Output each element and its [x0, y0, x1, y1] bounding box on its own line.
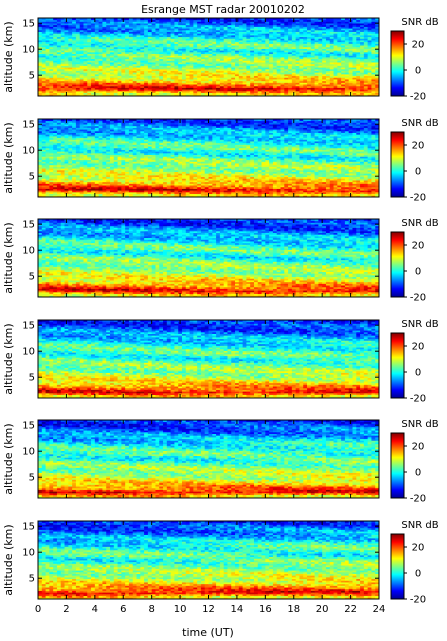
colorbar: [391, 31, 404, 96]
y-tick-label: 5: [29, 71, 35, 82]
y-tick-label: 10: [22, 45, 35, 56]
colorbar-label: SNR dB: [401, 17, 438, 28]
snr-heatmap: [38, 18, 379, 96]
colorbar-tick-label: 0: [415, 66, 421, 77]
y-axis-label: altitude (km): [2, 21, 15, 92]
y-tick-label: 15: [22, 19, 35, 30]
radar-panel-1: 5 10 15 altitude (km) SNR dB -20 0 20: [2, 17, 439, 103]
chart-title: Esrange MST radar 20010202: [141, 3, 305, 16]
colorbar-tick-label: 20: [412, 40, 425, 51]
snr-heatmap: [38, 119, 379, 197]
colorbar-tick-label: -20: [410, 92, 426, 103]
